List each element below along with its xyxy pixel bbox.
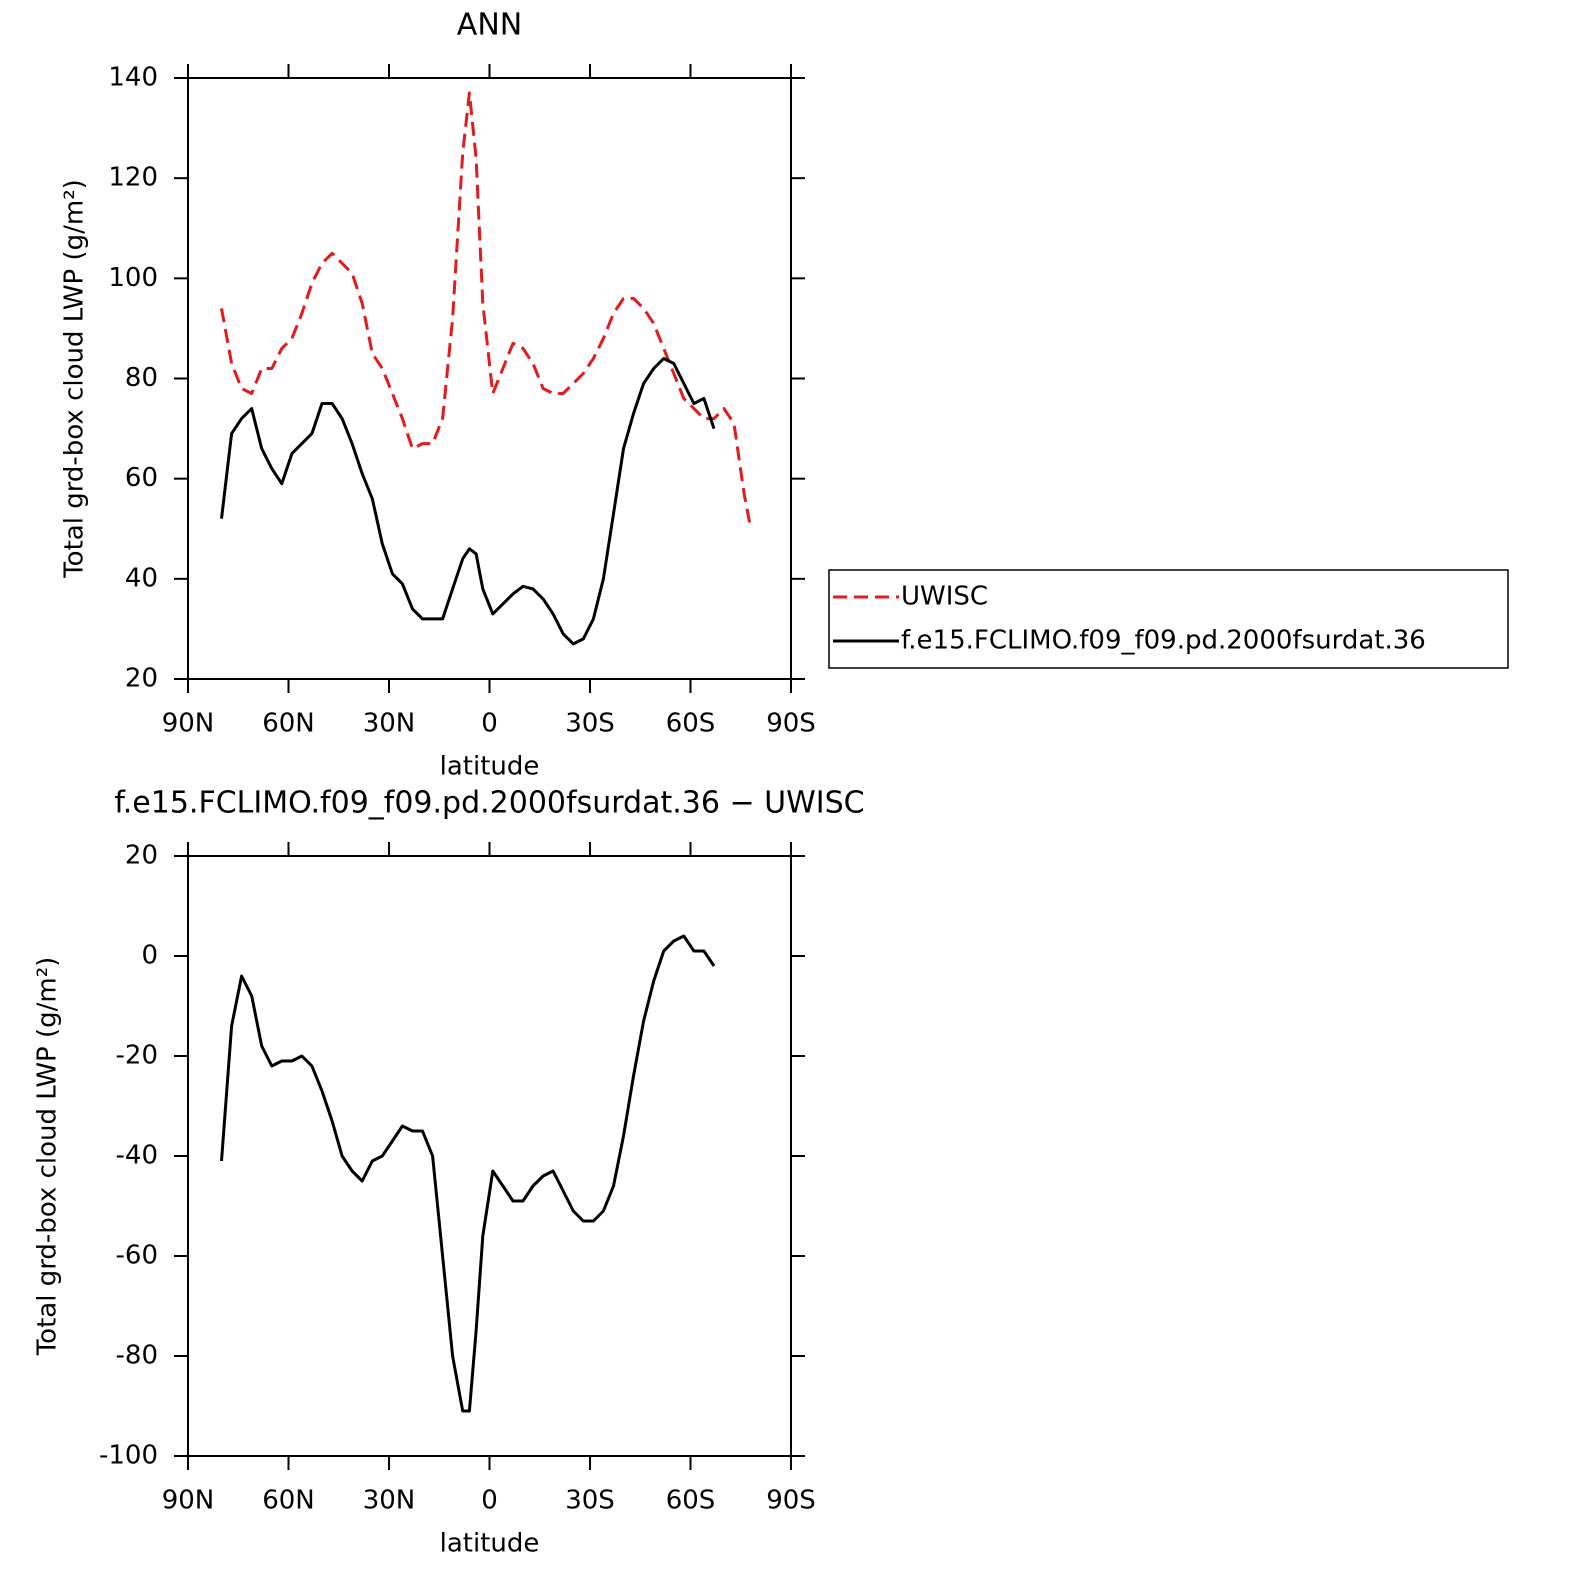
legend-label: UWISC <box>901 582 988 612</box>
y-tick-label: 20 <box>125 841 158 871</box>
x-tick-label: 0 <box>481 1486 498 1516</box>
legend-label: f.e15.FCLIMO.f09_f09.pd.2000fsurdat.36 <box>901 626 1426 656</box>
x-tick-label: 90N <box>162 1486 215 1516</box>
x-tick-label: 60S <box>666 709 716 739</box>
y-axis-label: Total grd-box cloud LWP (g/m²) <box>33 957 63 1357</box>
y-tick-label: -80 <box>116 1341 158 1371</box>
plot-frame <box>187 77 792 680</box>
data-line <box>220 357 716 646</box>
x-tick-label: 60N <box>262 709 315 739</box>
x-tick-label: 0 <box>481 709 498 739</box>
x-tick-label: 30N <box>363 1486 416 1516</box>
legend: UWISC f.e15.FCLIMO.f09_f09.pd.2000fsurdat… <box>828 569 1509 669</box>
data-line <box>220 91 753 530</box>
y-tick-label: -60 <box>116 1241 158 1271</box>
x-tick-label: 30S <box>565 709 615 739</box>
x-tick-label: 30N <box>363 709 416 739</box>
chart-title: f.e15.FCLIMO.f09_f09.pd.2000fsurdat.36 −… <box>114 786 864 821</box>
legend-box <box>828 569 1509 669</box>
chart-title: ANN <box>457 8 522 43</box>
chart-panel: f.e15.FCLIMO.f09_f09.pd.2000fsurdat.36 −… <box>33 786 865 1559</box>
data-line <box>220 934 716 1413</box>
y-tick-label: 60 <box>125 463 158 493</box>
y-axis-label: Total grd-box cloud LWP (g/m²) <box>60 179 90 579</box>
y-tick-label: -40 <box>116 1141 158 1171</box>
x-tick-label: 60S <box>666 1486 716 1516</box>
x-tick-label: 30S <box>565 1486 615 1516</box>
y-tick-label: -100 <box>99 1441 158 1471</box>
y-tick-label: 0 <box>141 941 158 971</box>
y-tick-label: 40 <box>125 563 158 593</box>
y-tick-label: 140 <box>108 63 158 93</box>
x-tick-label: 90N <box>162 709 215 739</box>
y-tick-label: 120 <box>108 163 158 193</box>
x-axis-label: latitude <box>440 1529 540 1559</box>
x-tick-label: 90S <box>766 1486 816 1516</box>
y-tick-label: 20 <box>125 664 158 694</box>
chart-panel: ANN latitude Total grd-box cloud LWP (g/m²… <box>60 8 1509 782</box>
y-tick-label: 100 <box>108 263 158 293</box>
x-tick-label: 90S <box>766 709 816 739</box>
x-tick-label: 60N <box>262 1486 315 1516</box>
x-axis-label: latitude <box>440 752 540 782</box>
y-tick-label: 80 <box>125 363 158 393</box>
plot-frame <box>187 855 792 1457</box>
y-tick-label: -20 <box>116 1041 158 1071</box>
